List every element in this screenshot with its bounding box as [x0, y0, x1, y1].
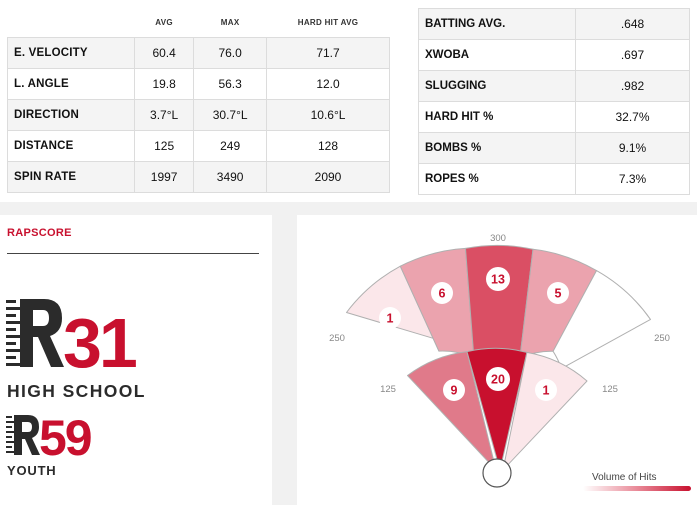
- zone-count-inner-left: 9: [451, 384, 458, 398]
- metric-label: SPIN RATE: [7, 161, 135, 193]
- metric-label: L. ANGLE: [7, 68, 135, 100]
- zone-badge: [486, 367, 510, 391]
- metric-max: 56.3: [193, 68, 268, 100]
- spray-chart-panel: 1 6 13 5 9 20 1 300 250 250 125 125 Volu…: [297, 215, 697, 505]
- youth-label: YOUTH: [7, 463, 57, 478]
- batting-label: BOMBS %: [418, 132, 576, 164]
- metrics-row-spin-rate: SPIN RATE 1997 3490 2090: [7, 161, 390, 193]
- batting-outcomes-table: BATTING AVG. .648 XWOBA .697 SLUGGING .9…: [418, 8, 690, 195]
- batting-value: 9.1%: [575, 132, 690, 164]
- metric-max: 249: [193, 130, 268, 162]
- batting-label: HARD HIT %: [418, 101, 576, 133]
- zone-count-outer-center-left: 6: [439, 287, 446, 301]
- metric-hard-hit-avg: 128: [266, 130, 390, 162]
- zone-badge: [379, 307, 401, 329]
- metric-hard-hit-avg: 12.0: [266, 68, 390, 100]
- home-plate-marker: [482, 458, 512, 488]
- batting-row: SLUGGING .982: [418, 70, 690, 102]
- batting-value: .648: [575, 8, 690, 40]
- metrics-header-blank: [8, 7, 135, 38]
- zone-badge: [486, 267, 510, 291]
- batting-value: .697: [575, 39, 690, 71]
- metrics-row-exit-velocity: E. VELOCITY 60.4 76.0 71.7: [7, 37, 390, 69]
- zone-count-outer-center-right: 5: [555, 287, 562, 301]
- batting-row: BOMBS % 9.1%: [418, 132, 690, 164]
- spray-chart: 1 6 13 5 9 20 1 300 250 250 125 125: [329, 233, 670, 488]
- zone-count-inner-right: 1: [543, 384, 550, 398]
- zone-count-outer-center: 13: [491, 273, 505, 287]
- metrics-header-hard-hit-avg: HARD HIT AVG: [266, 7, 390, 38]
- zone-outer-right: [552, 270, 651, 370]
- metric-avg: 3.7°L: [133, 99, 195, 131]
- metric-label: DIRECTION: [7, 99, 135, 131]
- rapscore-divider: [7, 253, 259, 254]
- distance-label-125-left: 125: [380, 384, 396, 395]
- metric-avg: 60.4: [133, 37, 195, 69]
- distance-label-300: 300: [490, 233, 506, 244]
- metric-label: DISTANCE: [7, 130, 135, 162]
- metric-label: E. VELOCITY: [7, 37, 135, 69]
- distance-label-250-right: 250: [654, 333, 670, 344]
- metric-avg: 125: [133, 130, 195, 162]
- zone-count-inner-center: 20: [491, 373, 505, 387]
- metric-hard-hit-avg: 71.7: [266, 37, 390, 69]
- batting-value: 7.3%: [575, 163, 690, 195]
- metric-max: 76.0: [193, 37, 268, 69]
- batting-label: BATTING AVG.: [418, 8, 576, 40]
- distance-label-250-left: 250: [329, 333, 345, 344]
- metrics-row-launch-angle: L. ANGLE 19.8 56.3 12.0: [7, 68, 390, 100]
- distance-label-125-right: 125: [602, 384, 618, 395]
- metric-hard-hit-avg: 2090: [266, 161, 390, 193]
- batting-label: ROPES %: [418, 163, 576, 195]
- batting-value: 32.7%: [575, 101, 690, 133]
- zone-badge: [431, 282, 453, 304]
- metrics-header-row: AVG MAX HARD HIT AVG: [8, 7, 390, 38]
- metrics-header-max: MAX: [193, 7, 267, 38]
- zone-count-outer-left: 1: [387, 312, 394, 326]
- zone-badge: [547, 282, 569, 304]
- high-school-label: HIGH SCHOOL: [7, 381, 146, 401]
- metric-max: 3490: [193, 161, 268, 193]
- volume-legend-gradient: [583, 486, 691, 491]
- batting-label: XWOBA: [418, 39, 576, 71]
- batting-value: .982: [575, 70, 690, 102]
- metrics-row-distance: DISTANCE 125 249 128: [7, 130, 390, 162]
- rapscore-graphics: 31 59: [6, 299, 139, 466]
- metric-max: 30.7°L: [193, 99, 268, 131]
- zone-inner-right: [502, 351, 588, 471]
- metrics-row-direction: DIRECTION 3.7°L 30.7°L 10.6°L: [7, 99, 390, 131]
- rapscore-title: RAPSCORE: [7, 227, 72, 239]
- metrics-header-avg: AVG: [134, 7, 194, 38]
- batting-row: XWOBA .697: [418, 39, 690, 71]
- youth-score: 59: [39, 410, 91, 466]
- metric-avg: 1997: [133, 161, 195, 193]
- legend-label: Volume of Hits: [592, 472, 657, 483]
- batted-ball-metrics-table: AVG MAX HARD HIT AVG E. VELOCITY 60.4 76…: [7, 7, 390, 193]
- zone-badge: [443, 379, 465, 401]
- rapscore-panel: RAPSCORE 31 59 HIGH SCHOOL: [0, 215, 272, 505]
- r-logo-icon: [6, 299, 64, 367]
- metric-hard-hit-avg: 10.6°L: [266, 99, 390, 131]
- batting-row: BATTING AVG. .648: [418, 8, 690, 40]
- zone-badge: [535, 379, 557, 401]
- zone-inner-left: [407, 351, 497, 471]
- r-logo-icon: [6, 415, 40, 455]
- zone-badges: 1 6 13 5 9 20 1: [379, 267, 569, 401]
- batting-row: ROPES % 7.3%: [418, 163, 690, 195]
- high-school-score: 31: [63, 304, 136, 382]
- batting-row: HARD HIT % 32.7%: [418, 101, 690, 133]
- metric-avg: 19.8: [133, 68, 195, 100]
- batting-label: SLUGGING: [418, 70, 576, 102]
